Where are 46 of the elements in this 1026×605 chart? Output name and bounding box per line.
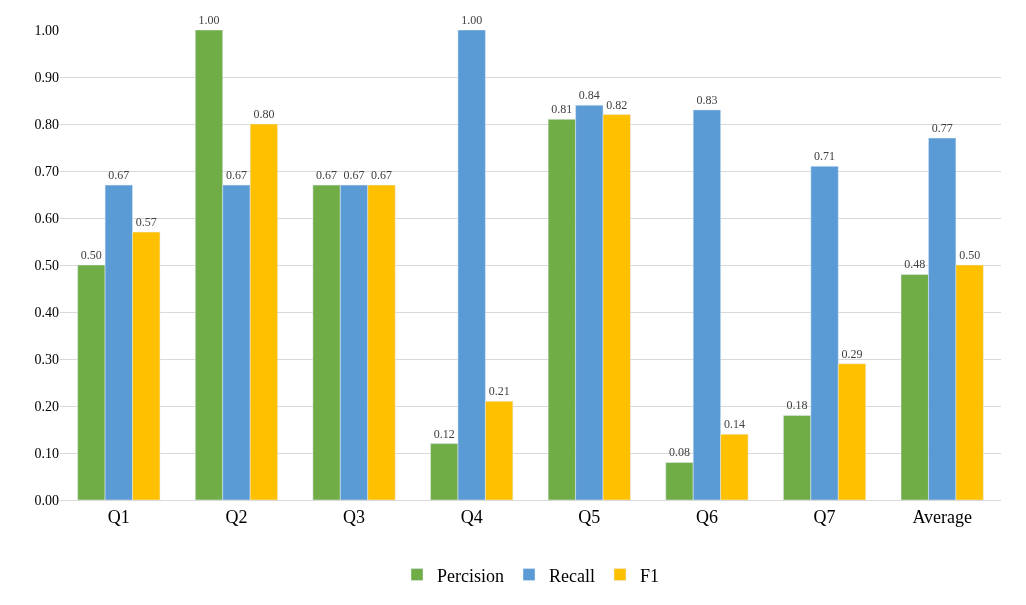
data-label: 0.21 [488,384,510,399]
legend-label: F1 [639,565,659,586]
data-label: 0.12 [433,426,455,441]
x-tick-label: Q2 [225,506,248,527]
data-label: 1.00 [461,13,483,27]
data-label: 0.67 [316,168,338,183]
data-label: 0.67 [108,168,130,183]
x-tick-label: Q6 [695,506,718,527]
x-tick-label: Q1 [107,506,130,527]
data-label: 0.80 [253,107,275,121]
data-label: 0.57 [135,215,157,230]
y-tick-label: 0.80 [34,116,59,132]
data-label: 0.50 [959,248,981,262]
data-label: 0.84 [578,88,600,103]
data-label: 0.18 [786,398,808,413]
y-tick-label: 0.90 [34,69,59,85]
data-label: 0.71 [814,149,836,164]
y-tick-label: 0.00 [34,492,59,508]
data-label: 0.67 [371,168,393,183]
y-tick-label: 0.30 [34,351,59,367]
data-label: 0.08 [668,445,690,460]
data-label: 0.67 [225,168,247,183]
x-tick-label: Q3 [343,506,366,527]
legend-label: Recall [549,565,595,586]
data-label: 0.67 [343,168,365,183]
y-tick-label: 0.60 [34,210,59,226]
data-label: 0.14 [723,417,745,432]
data-label: 0.50 [80,248,102,262]
x-tick-label: Q5 [578,506,601,527]
y-tick-label: 0.70 [34,163,59,179]
data-label: 0.82 [606,97,628,112]
legend-label: Percision [437,565,504,586]
y-tick-label: 0.20 [34,398,59,414]
y-tick-label: 0.40 [34,304,59,320]
data-label: 1.00 [198,13,220,27]
data-label: 0.81 [551,102,573,117]
x-tick-label: Average [912,506,973,527]
x-tick-label: Q7 [813,506,836,527]
data-label: 0.77 [931,121,953,136]
data-label: 0.83 [696,92,718,107]
data-label: 0.48 [904,257,926,272]
x-tick-label: Q4 [460,506,483,527]
y-tick-label: 0.50 [34,257,59,273]
data-label: 0.29 [841,346,863,361]
y-tick-label: 1.00 [34,22,59,38]
y-tick-label: 0.10 [34,445,59,461]
